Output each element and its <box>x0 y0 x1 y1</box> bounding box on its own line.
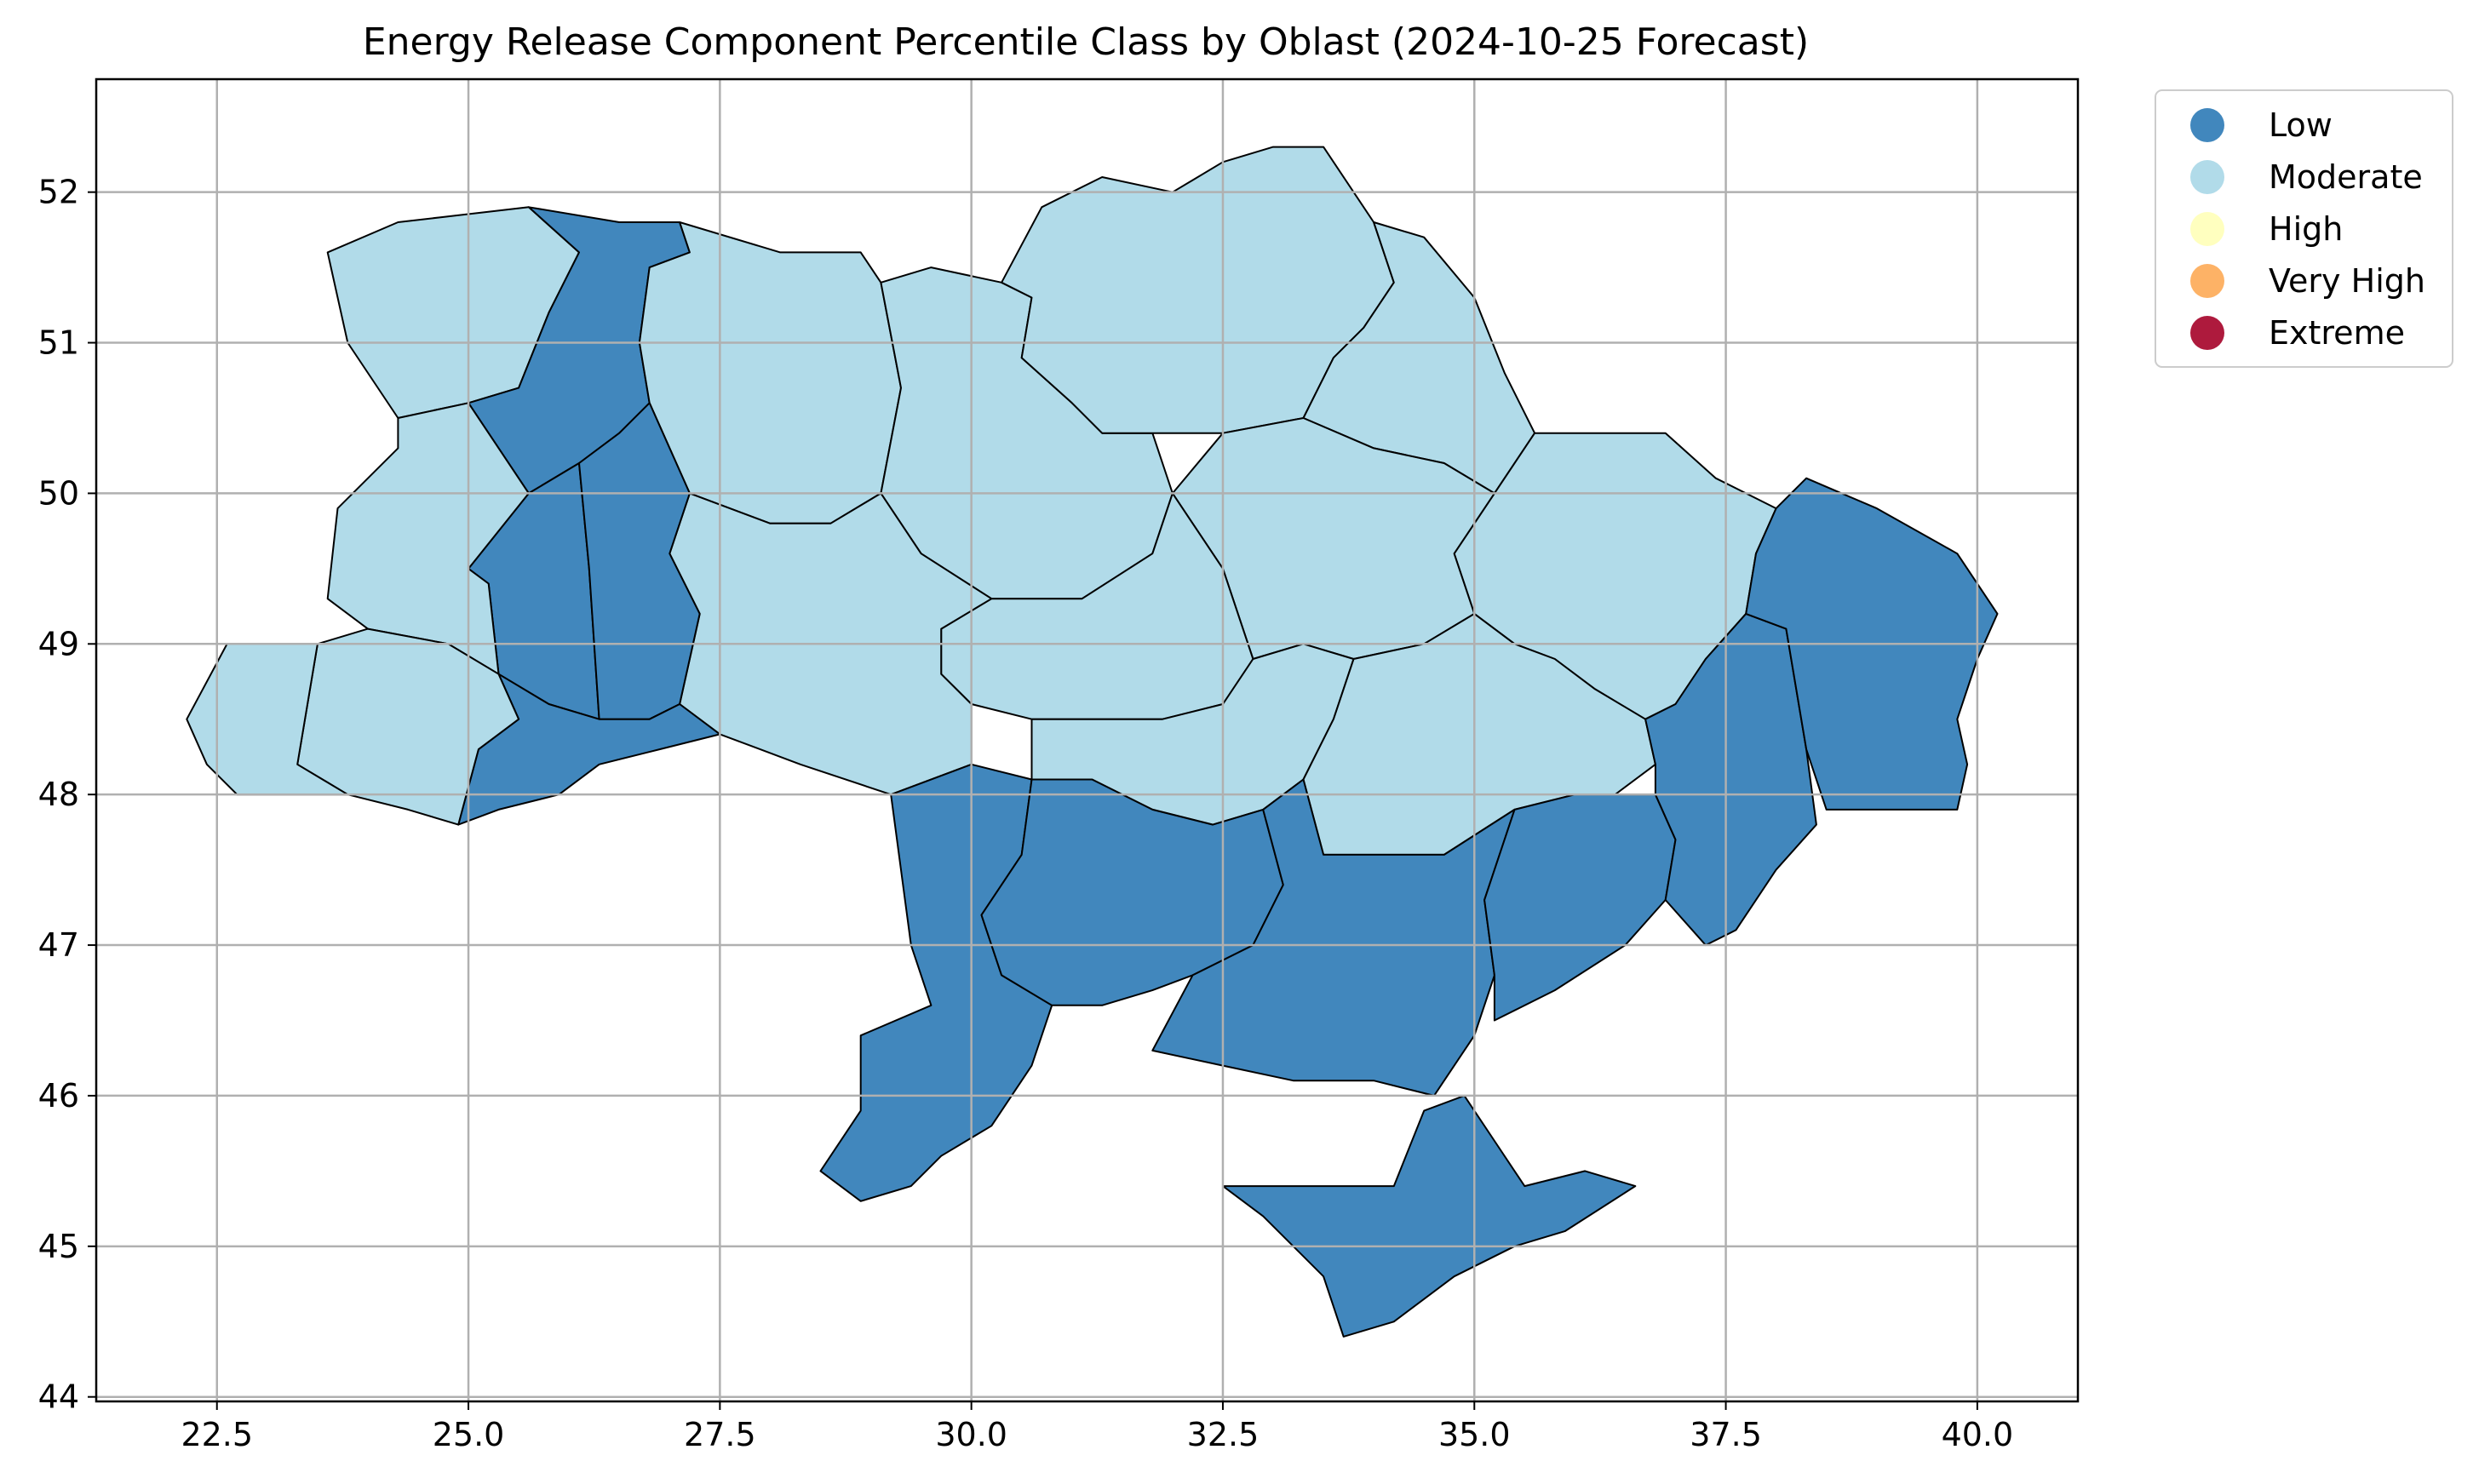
x-tick-label: 32.5 <box>1187 1416 1260 1453</box>
y-tick-label: 49 <box>38 625 79 662</box>
oblast-regions <box>186 146 1999 1338</box>
legend-label-extreme: Extreme <box>2269 314 2405 352</box>
oblast-region-16-moderate <box>326 402 530 675</box>
oblast-region-21-low <box>1151 778 1516 1097</box>
legend-label-high: High <box>2269 210 2343 248</box>
y-tick-label: 51 <box>38 324 79 362</box>
legend-entries: Low Moderate High Very High Extreme <box>2190 106 2425 352</box>
legend-marker-high <box>2190 212 2224 246</box>
x-tick-label: 35.0 <box>1438 1416 1511 1453</box>
oblast-region-25-low <box>1222 1094 1637 1338</box>
y-tick-label: 50 <box>38 474 79 512</box>
x-tick-label: 30.0 <box>935 1416 1007 1453</box>
legend-marker-very-high <box>2190 264 2224 298</box>
legend-marker-moderate <box>2190 160 2224 194</box>
x-tick-label: 27.5 <box>684 1416 756 1453</box>
x-tick-label: 40.0 <box>1942 1416 2014 1453</box>
x-tick-label: 37.5 <box>1690 1416 1762 1453</box>
legend-label-low: Low <box>2269 106 2333 144</box>
oblast-region-14-low <box>578 402 701 720</box>
legend-marker-extreme <box>2190 316 2224 350</box>
chart-title: Energy Release Component Percentile Clas… <box>363 20 1809 64</box>
legend-frame <box>2155 89 2453 368</box>
y-tick-label: 48 <box>38 776 79 813</box>
y-tick-label: 44 <box>38 1378 79 1416</box>
y-tick-label: 47 <box>38 926 79 964</box>
x-axis-ticks: 22.5 25.0 27.5 30.0 32.5 35.0 37.5 40.0 <box>181 1401 2013 1453</box>
y-tick-label: 46 <box>38 1077 79 1114</box>
legend-marker-low <box>2190 108 2224 142</box>
y-tick-label: 45 <box>38 1228 79 1265</box>
x-tick-label: 22.5 <box>181 1416 253 1453</box>
plot-area: 22.5 25.0 27.5 30.0 32.5 35.0 37.5 40.0 4445464… <box>38 77 2080 1453</box>
legend-label-moderate: Moderate <box>2269 158 2423 196</box>
gridlines <box>96 79 2078 1401</box>
y-tick-label: 52 <box>38 174 79 211</box>
y-axis-ticks: 44 45 46 47 48 49 50 51 52 <box>38 174 96 1416</box>
plot-frame <box>95 77 2080 1403</box>
legend-label-very-high: Very High <box>2269 262 2425 300</box>
x-tick-label: 25.0 <box>433 1416 505 1453</box>
legend: Low Moderate High Very High Extreme <box>2155 89 2453 368</box>
